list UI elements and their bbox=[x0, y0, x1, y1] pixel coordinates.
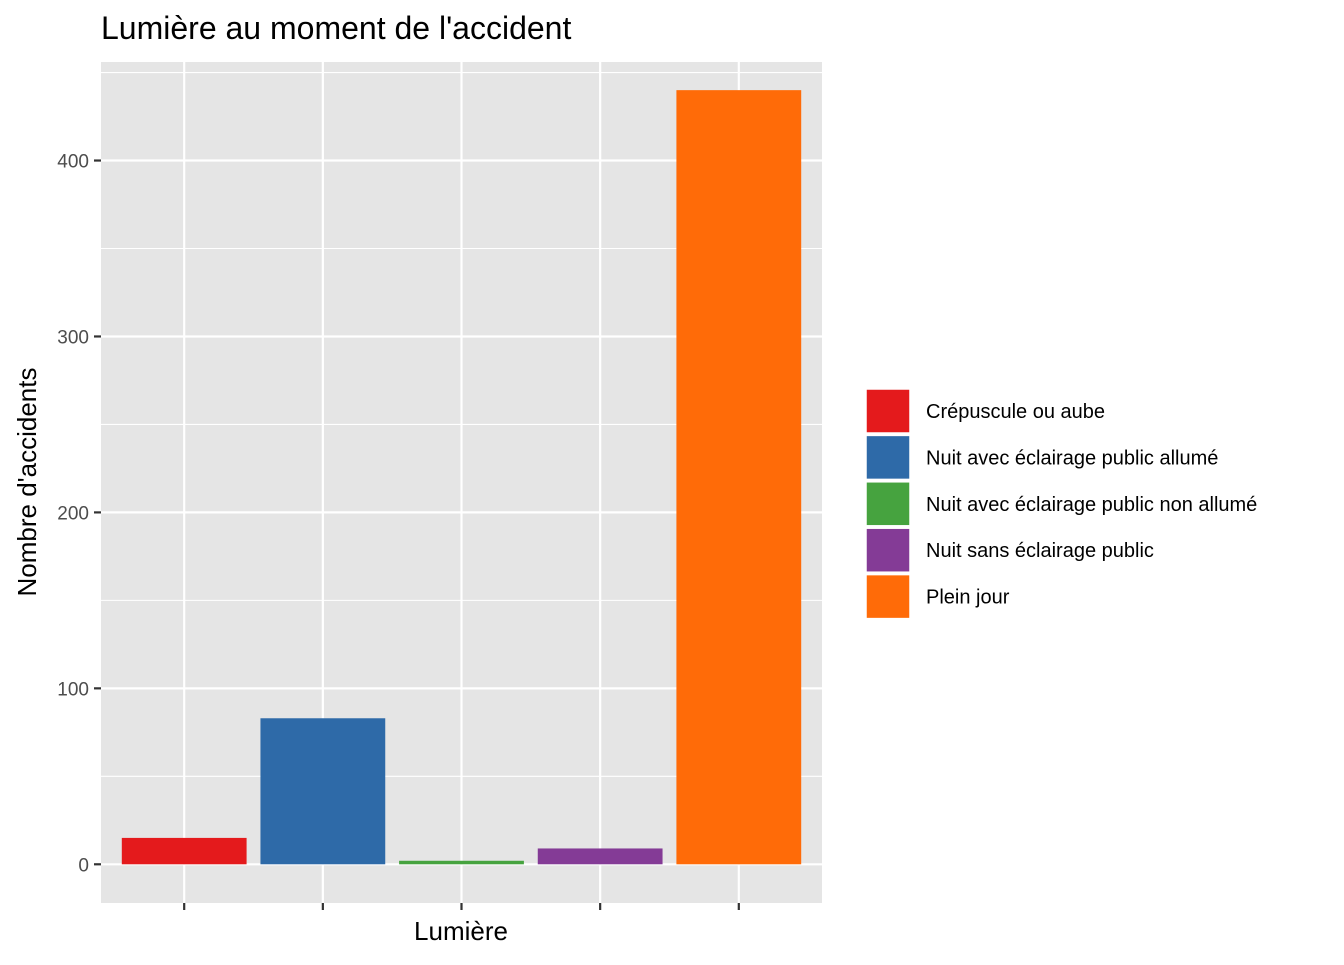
x-axis-title: Lumière bbox=[414, 916, 508, 946]
legend-label: Nuit avec éclairage public allumé bbox=[926, 447, 1218, 469]
bar bbox=[121, 837, 247, 865]
x-axis bbox=[183, 903, 740, 910]
legend-key bbox=[865, 573, 911, 620]
y-axis: 0 100 200 300 400 bbox=[57, 152, 101, 876]
y-tick-label: 0 bbox=[78, 855, 89, 876]
legend-key bbox=[865, 388, 911, 434]
legend-label: Nuit avec éclairage public non allumé bbox=[926, 494, 1257, 516]
bar bbox=[260, 718, 386, 865]
bar bbox=[676, 90, 802, 865]
y-tick-label: 300 bbox=[57, 327, 89, 348]
y-tick-label: 100 bbox=[57, 679, 89, 700]
chart-title: Lumière au moment de l'accident bbox=[101, 10, 571, 46]
bar bbox=[399, 860, 524, 865]
legend-label: Plein jour bbox=[926, 587, 1010, 609]
y-tick-label: 200 bbox=[57, 503, 89, 524]
y-tick-label: 400 bbox=[57, 152, 89, 173]
legend-key bbox=[865, 481, 911, 527]
legend-key bbox=[865, 434, 911, 481]
legend: Crépuscule ou aube Nuit avec éclairage pu… bbox=[865, 388, 1257, 620]
bar bbox=[537, 848, 663, 865]
legend-key bbox=[865, 527, 911, 573]
bars bbox=[121, 90, 802, 865]
legend-label: Nuit sans éclairage public bbox=[926, 540, 1154, 562]
y-axis-title: Nombre d'accidents bbox=[12, 368, 42, 597]
legend-label: Crépuscule ou aube bbox=[926, 401, 1105, 423]
